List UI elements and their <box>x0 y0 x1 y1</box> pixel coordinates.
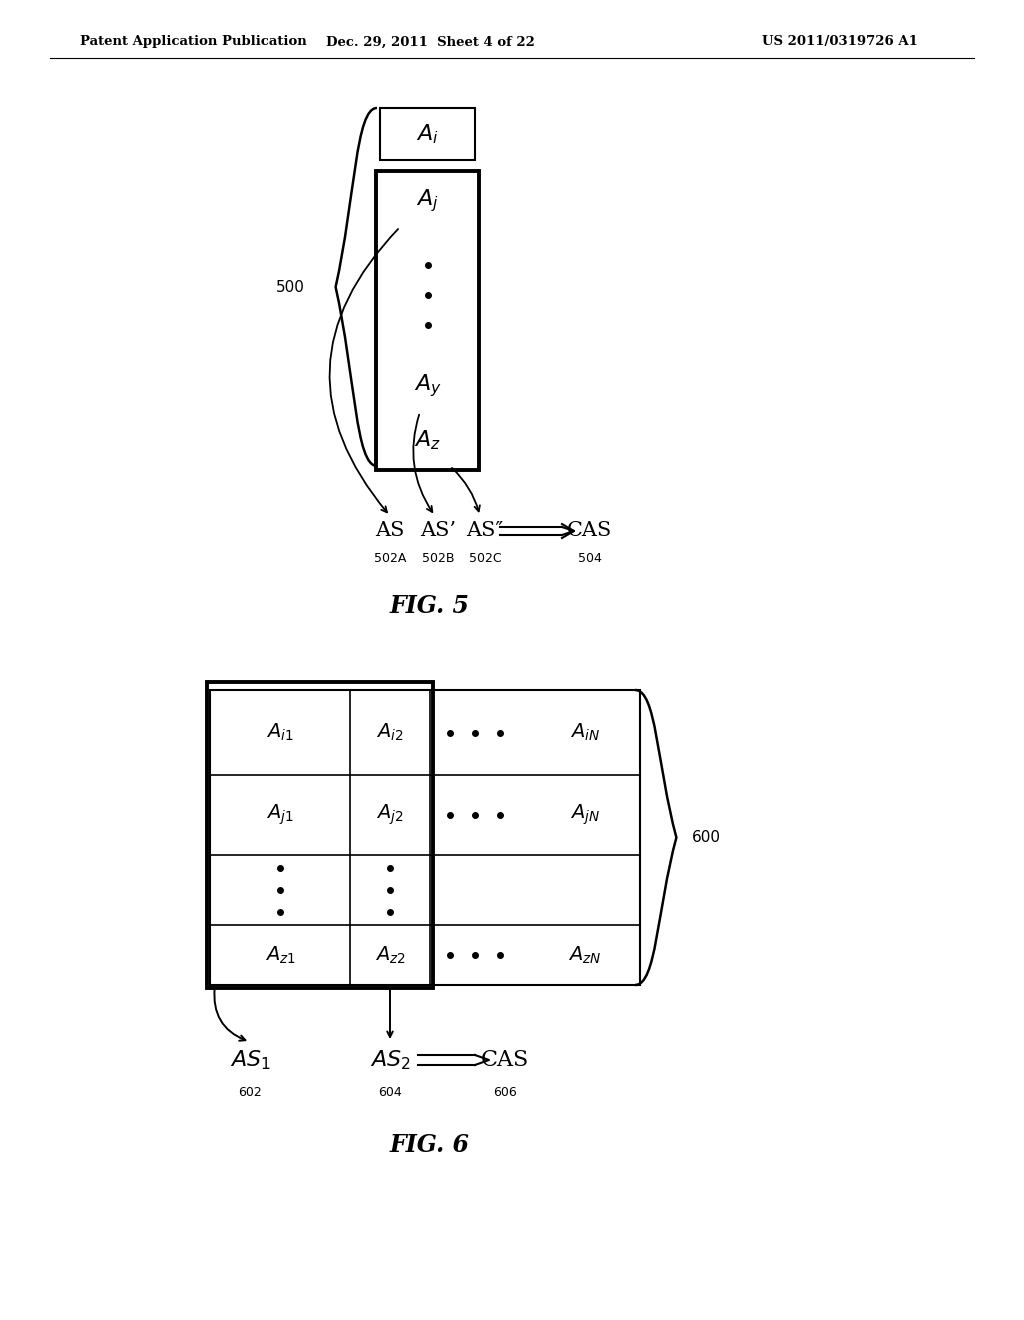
Text: Patent Application Publication: Patent Application Publication <box>80 36 307 49</box>
Text: $A_j$: $A_j$ <box>416 187 439 214</box>
Text: $A_{iN}$: $A_{iN}$ <box>570 722 600 743</box>
Text: $A_z$: $A_z$ <box>414 428 441 451</box>
Text: AS’: AS’ <box>420 521 456 540</box>
Text: 502C: 502C <box>469 553 502 565</box>
Text: $A_{jN}$: $A_{jN}$ <box>570 803 600 828</box>
Bar <box>207 682 433 987</box>
Bar <box>210 690 640 985</box>
Text: $A_{i2}$: $A_{i2}$ <box>376 722 403 743</box>
Text: $A_{z2}$: $A_{z2}$ <box>375 944 406 966</box>
Text: 504: 504 <box>579 553 602 565</box>
Text: 604: 604 <box>378 1085 401 1098</box>
Text: 606: 606 <box>494 1085 517 1098</box>
Text: FIG. 5: FIG. 5 <box>390 594 470 618</box>
Text: AS″: AS″ <box>467 521 504 540</box>
Bar <box>376 172 479 470</box>
Text: $A_y$: $A_y$ <box>414 372 441 400</box>
Text: $A_{j2}$: $A_{j2}$ <box>376 803 403 828</box>
Text: US 2011/0319726 A1: US 2011/0319726 A1 <box>762 36 918 49</box>
Bar <box>380 414 475 466</box>
Text: 500: 500 <box>276 280 305 294</box>
Text: $A_i$: $A_i$ <box>416 123 439 145</box>
Bar <box>380 108 475 160</box>
Text: $AS_2$: $AS_2$ <box>370 1048 411 1072</box>
Bar <box>380 360 475 412</box>
Text: $AS_1$: $AS_1$ <box>229 1048 270 1072</box>
Text: AS: AS <box>376 521 404 540</box>
Text: CAS: CAS <box>481 1049 529 1071</box>
Text: $A_{zN}$: $A_{zN}$ <box>568 944 602 966</box>
Text: 502B: 502B <box>422 553 455 565</box>
Text: 600: 600 <box>692 830 721 845</box>
Bar <box>380 176 475 227</box>
Text: CAS: CAS <box>567 521 612 540</box>
Text: Dec. 29, 2011  Sheet 4 of 22: Dec. 29, 2011 Sheet 4 of 22 <box>326 36 535 49</box>
Text: $A_{z1}$: $A_{z1}$ <box>264 944 296 966</box>
Text: $A_{j1}$: $A_{j1}$ <box>266 803 294 828</box>
Text: $A_{i1}$: $A_{i1}$ <box>266 722 294 743</box>
Text: 602: 602 <box>239 1085 262 1098</box>
Text: FIG. 6: FIG. 6 <box>390 1133 470 1158</box>
Text: 502A: 502A <box>374 553 407 565</box>
